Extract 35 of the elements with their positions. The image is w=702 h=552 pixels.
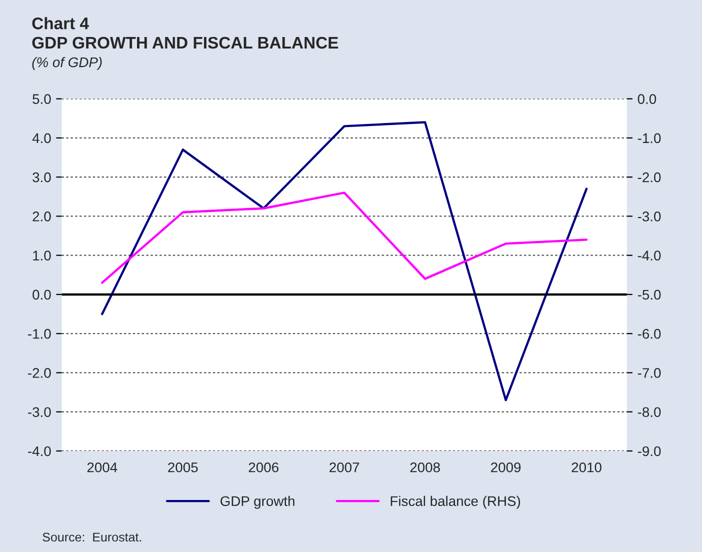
y2-tick-label: -5.0 (638, 290, 661, 300)
x-tick-label: 2007 (330, 462, 360, 472)
chart-title: Chart 4 (32, 17, 89, 30)
x-tick-label: 2010 (572, 462, 602, 472)
y-tick-label: -4.0 (28, 446, 51, 456)
x-tick-label: 2009 (491, 462, 521, 472)
y2-tick-label: -4.0 (638, 250, 661, 260)
y2-tick-label: -2.0 (638, 172, 661, 182)
y-tick-label: 5.0 (32, 94, 51, 104)
y2-tick-label: -7.0 (638, 368, 661, 378)
y2-tick-label: -1.0 (638, 133, 661, 144)
chart-subtitle: GDP GROWTH AND FISCAL BALANCE (32, 36, 338, 49)
legend-label: GDP growth (220, 496, 294, 509)
x-tick-label: 2005 (168, 462, 198, 472)
y2-tick-label: -3.0 (638, 212, 661, 222)
y-tick-label: 2.0 (32, 212, 51, 222)
legend-label: Fiscal balance (RHS) (390, 496, 520, 509)
x-tick-label: 2008 (410, 462, 440, 472)
y-tick-label: 3.0 (32, 172, 51, 182)
y-tick-label: 4.0 (32, 133, 51, 144)
line-series (101, 121, 588, 402)
y-tick-label: 1.0 (33, 250, 51, 260)
y-tick-label: -1.0 (28, 328, 51, 339)
y-tick-label: 0.0 (32, 290, 51, 300)
y-tick-label: -2.0 (28, 368, 51, 378)
x-tick-label: 2006 (248, 462, 278, 472)
y2-tick-label: -6.0 (638, 328, 661, 339)
y-tick-label: -3.0 (28, 407, 51, 418)
line-series (101, 192, 588, 284)
source-note: Source: Eurostat. (42, 532, 142, 542)
y2-tick-label: -8.0 (638, 407, 661, 418)
y2-tick-label: -9.0 (638, 446, 661, 456)
text: (% of GDP) (32, 57, 102, 70)
x-tick-label: 2004 (87, 462, 118, 472)
y2-tick-label: 0.0 (638, 94, 656, 104)
